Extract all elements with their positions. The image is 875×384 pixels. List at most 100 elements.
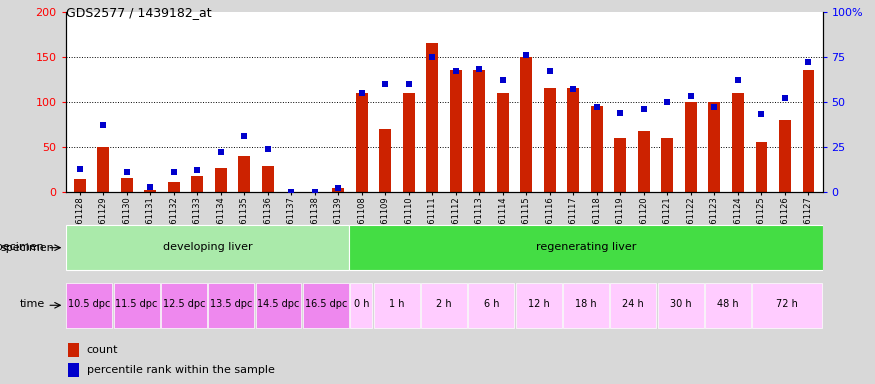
Text: count: count [87,345,118,355]
Bar [66,225,349,270]
Point [590,104,604,110]
Point [190,167,204,174]
Bar [374,283,420,328]
Bar [303,283,349,328]
Bar [114,283,159,328]
Bar [450,70,462,192]
Text: 14.5 dpc: 14.5 dpc [257,299,299,309]
Point [354,90,368,96]
Point [731,77,745,83]
Text: GDS2577 / 1439182_at: GDS2577 / 1439182_at [66,6,211,19]
Text: 2 h: 2 h [437,299,452,309]
Bar [255,283,302,328]
Bar [662,138,673,192]
Point [566,86,580,92]
Text: 18 h: 18 h [575,299,597,309]
Bar [66,283,112,328]
Bar [349,225,822,270]
Bar [544,88,556,192]
Bar [192,176,203,192]
Bar [658,283,704,328]
Bar [68,343,79,357]
Bar [752,283,822,328]
Point [378,81,392,87]
Point [802,59,816,65]
Bar [685,102,696,192]
Bar [497,93,508,192]
Point [661,99,675,105]
Bar [74,179,86,192]
Text: developing liver: developing liver [163,242,252,252]
Point [778,95,792,101]
Bar [421,283,467,328]
Point [261,146,275,152]
Bar [332,189,344,192]
Point [237,133,251,139]
Point [473,66,487,72]
Bar [638,131,650,192]
Point [684,93,698,99]
Text: percentile rank within the sample: percentile rank within the sample [87,364,275,375]
Bar [709,102,720,192]
Bar [68,363,79,377]
Bar [591,106,603,192]
Point [73,166,87,172]
Bar [755,142,767,192]
Bar [614,138,626,192]
Text: 1 h: 1 h [389,299,404,309]
Point [707,104,721,110]
Point [520,52,534,58]
Bar [161,283,206,328]
Point [96,122,110,128]
Bar [402,93,415,192]
Bar [380,129,391,192]
Text: 12.5 dpc: 12.5 dpc [163,299,205,309]
Point [332,185,346,192]
Bar [262,166,274,192]
Bar [208,283,254,328]
Bar [779,120,791,192]
Point [754,111,768,118]
Point [214,149,228,156]
Bar [563,283,609,328]
Bar [515,283,562,328]
Bar [802,70,815,192]
Bar [350,283,373,328]
Text: 11.5 dpc: 11.5 dpc [116,299,158,309]
Point [542,68,556,74]
Point [120,169,134,175]
Text: 72 h: 72 h [776,299,798,309]
Text: 13.5 dpc: 13.5 dpc [210,299,252,309]
Point [496,77,510,83]
Text: regenerating liver: regenerating liver [536,242,636,252]
Point [144,184,158,190]
Bar [473,70,486,192]
Bar [611,283,656,328]
Text: 24 h: 24 h [622,299,644,309]
Point [167,169,181,175]
Bar [97,147,109,192]
Point [308,189,322,195]
Text: 16.5 dpc: 16.5 dpc [304,299,347,309]
Point [284,189,298,195]
Point [425,53,439,60]
Bar [568,88,579,192]
Text: 12 h: 12 h [528,299,550,309]
Bar [168,182,179,192]
Text: time: time [19,299,45,309]
Bar [144,190,156,192]
Text: 48 h: 48 h [718,299,738,309]
Bar [468,283,514,328]
Bar [356,93,368,192]
Text: 30 h: 30 h [669,299,691,309]
Bar [238,156,250,192]
Point [637,106,651,112]
Bar [426,43,438,192]
Text: 0 h: 0 h [354,299,369,309]
Point [613,109,627,116]
Point [449,68,463,74]
Bar [215,168,227,192]
Text: specimen: specimen [0,242,45,252]
Text: 6 h: 6 h [484,299,499,309]
Bar [521,56,532,192]
